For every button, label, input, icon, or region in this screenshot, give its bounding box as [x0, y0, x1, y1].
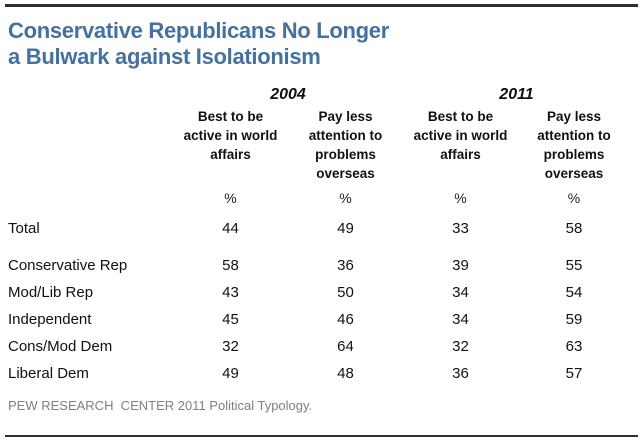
pew-table-figure: Conservative Republicans No Longer a Bul… [0, 4, 643, 446]
cell-value: 46 [337, 311, 354, 328]
cell-value: 32 [222, 338, 239, 355]
column-header-2011-active: Best to be active in world affairs [413, 109, 508, 162]
percent-unit-row: % % % % [5, 190, 638, 206]
row-label: Independent [8, 311, 92, 328]
cell-value: 36 [452, 365, 469, 382]
row-label: Mod/Lib Rep [8, 284, 94, 301]
source-note: PEW RESEARCH CENTER 2011 Political Typol… [8, 398, 313, 413]
row-label: Cons/Mod Dem [8, 338, 113, 355]
cell-value: 36 [337, 257, 354, 274]
cell-value: 48 [337, 365, 354, 382]
cell-value: 64 [337, 338, 354, 355]
unit-percent: % [567, 190, 581, 206]
unit-percent: % [454, 190, 467, 206]
cell-value: 59 [565, 311, 583, 328]
year-2011-label: 2011 [499, 86, 534, 103]
top-border [5, 4, 638, 7]
cell-value: 55 [565, 257, 583, 274]
column-header-spacer [8, 107, 173, 183]
unit-percent: % [339, 190, 352, 206]
table-row-liberal-dem: Liberal Dem 49 48 36 57 [5, 360, 638, 387]
cell-value: 45 [222, 311, 239, 328]
cell-value: 33 [452, 220, 469, 237]
row-label: Liberal Dem [8, 365, 89, 382]
bottom-border [5, 435, 638, 437]
year-spacer [8, 86, 173, 104]
cell-value: 34 [452, 284, 469, 301]
cell-value: 34 [452, 311, 469, 328]
unit-spacer [8, 190, 173, 206]
table-row-total: Total 44 49 33 58 [5, 215, 638, 242]
year-2004-label: 2004 [270, 86, 306, 103]
page-title-line2: a Bulwark against Isolationism [8, 44, 321, 69]
column-header-2004-active: Best to be active in world affairs [183, 109, 278, 162]
cell-value: 49 [222, 365, 239, 382]
column-header-2011-payless: Pay less attention to problems overseas [537, 109, 611, 181]
cell-value: 63 [565, 338, 583, 355]
cell-value: 32 [452, 338, 469, 355]
row-label: Total [8, 220, 40, 237]
cell-value: 49 [337, 220, 354, 237]
cell-value: 58 [565, 220, 583, 237]
column-header-2004-payless: Pay less attention to problems overseas [308, 109, 383, 181]
table-row-modlib-rep: Mod/Lib Rep 43 50 34 54 [5, 279, 638, 306]
unit-percent: % [224, 190, 237, 206]
table-row-consmod-dem: Cons/Mod Dem 32 64 32 63 [5, 333, 638, 360]
page-title: Conservative Republicans No Longer a Bul… [8, 18, 638, 70]
cell-value: 39 [452, 257, 469, 274]
cell-value: 58 [222, 257, 239, 274]
cell-value: 54 [565, 284, 583, 301]
cell-value: 57 [565, 365, 583, 382]
year-group-row: 2004 2011 [5, 86, 638, 104]
cell-value: 50 [337, 284, 354, 301]
column-header-row: Best to be active in world affairs Pay l… [5, 107, 638, 183]
cell-value: 43 [222, 284, 239, 301]
table-row-conservative-rep: Conservative Rep 58 36 39 55 [5, 252, 638, 279]
table-row-independent: Independent 45 46 34 59 [5, 306, 638, 333]
row-label: Conservative Rep [8, 257, 128, 274]
cell-value: 44 [222, 220, 239, 237]
page-title-line1: Conservative Republicans No Longer [8, 18, 389, 43]
